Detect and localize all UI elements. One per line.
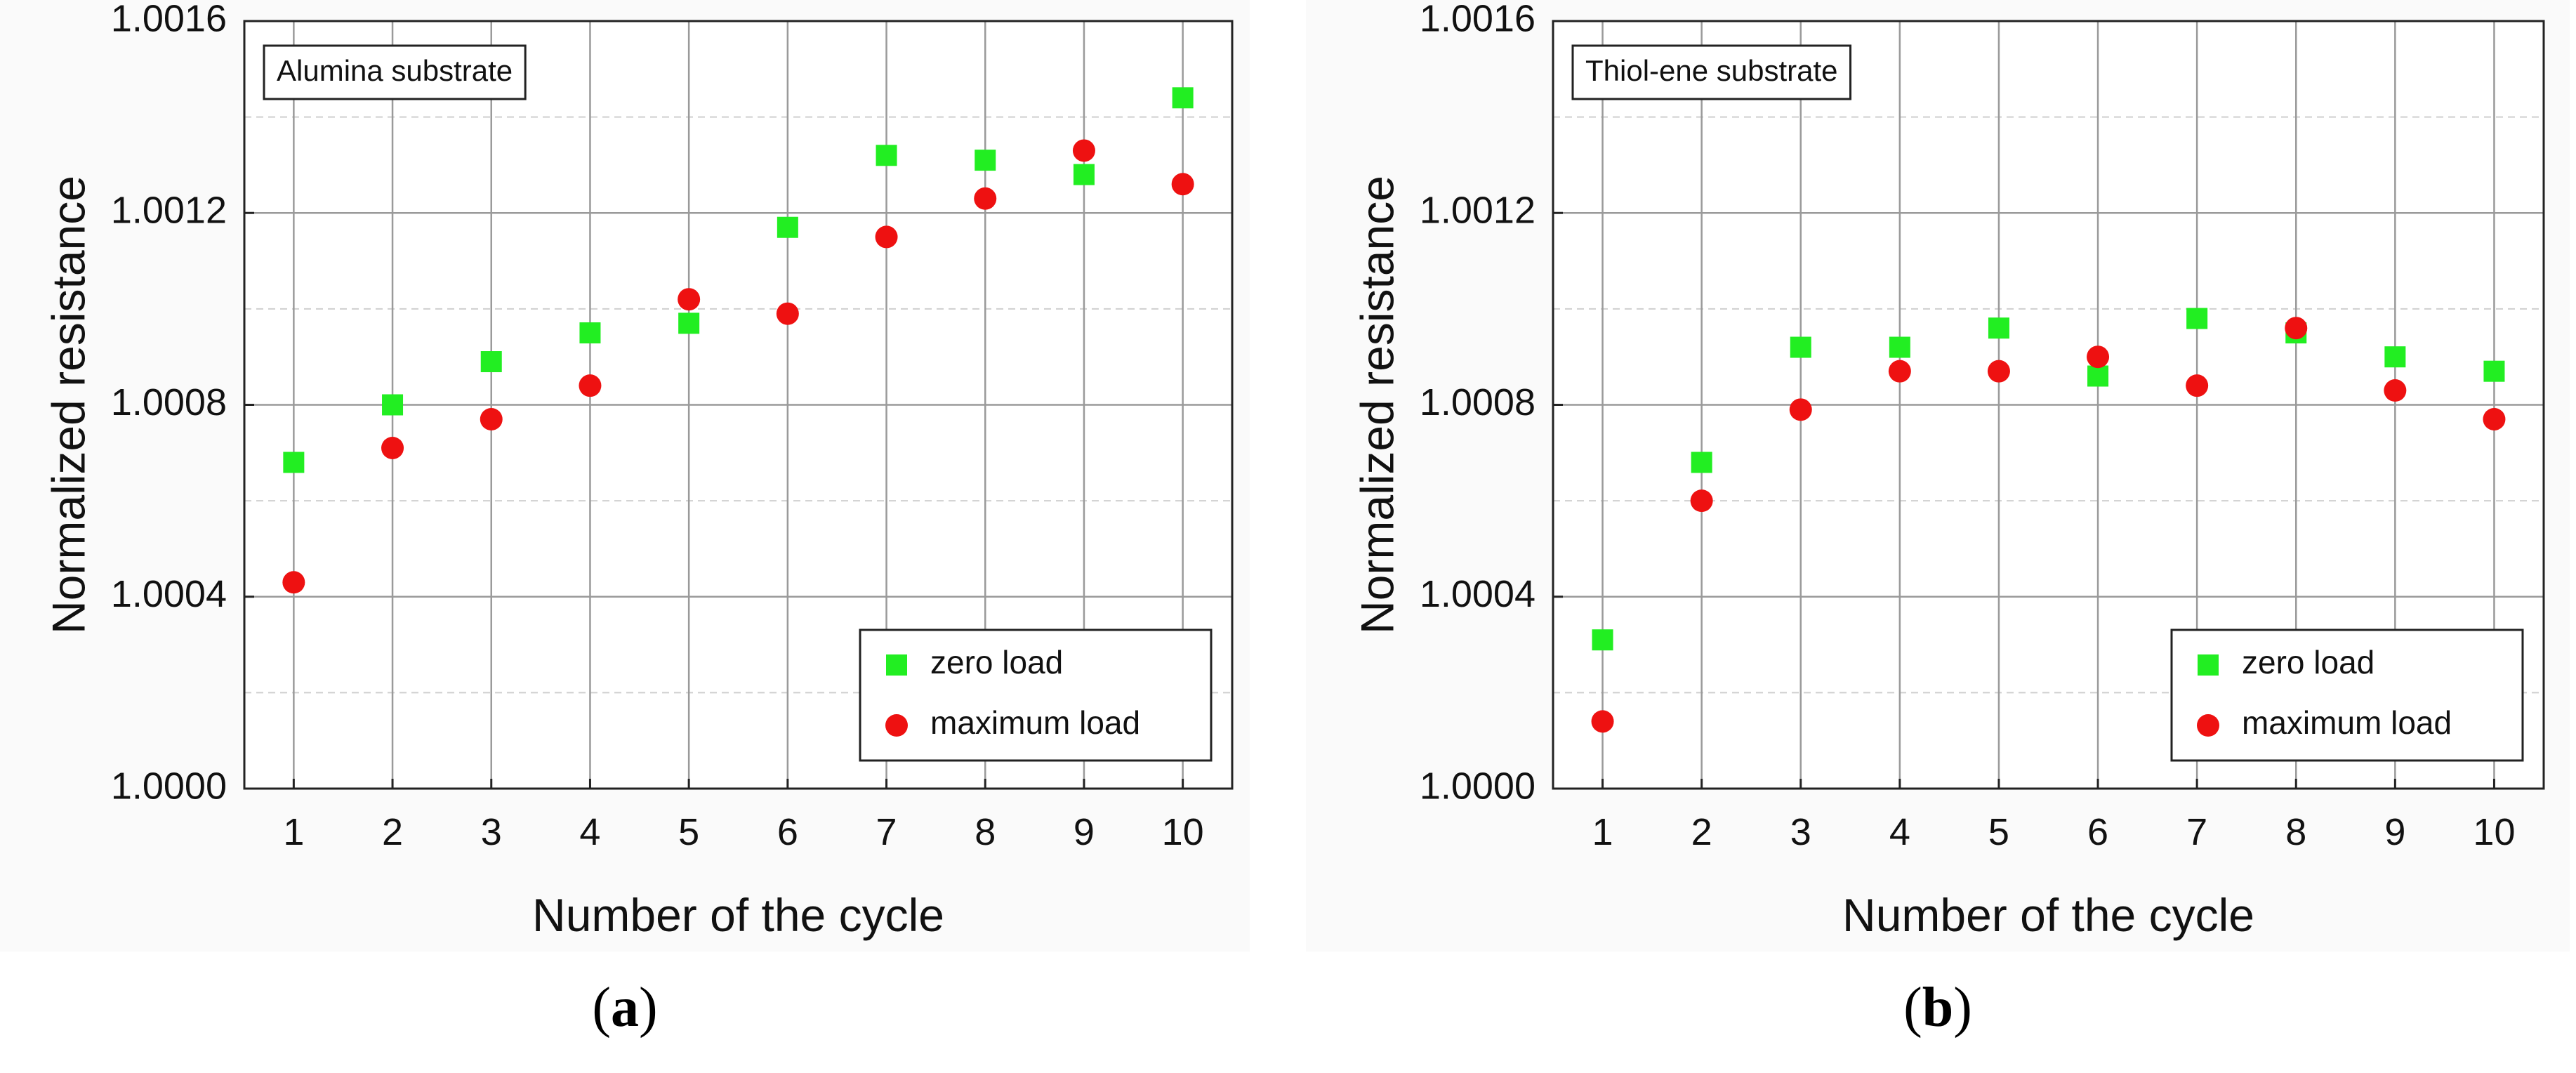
x-tick-label: 3 [1790,811,1811,853]
data-point-zero-load [975,150,996,171]
y-axis-label: Normalized resistance [1351,176,1403,634]
x-axis-label: Number of the cycle [1842,889,2254,941]
data-point-zero-load [777,216,798,238]
data-point-zero-load [2087,365,2109,387]
data-point-maximum-load [2285,317,2308,340]
legend-label: maximum load [2242,704,2452,741]
data-point-maximum-load [1888,360,1911,383]
data-point-maximum-load [776,302,799,325]
data-point-zero-load [2186,308,2208,329]
y-axis-label: Normalized resistance [42,176,94,634]
chart-title-box [263,44,527,100]
data-point-maximum-load [678,288,701,311]
x-tick-label: 7 [876,811,897,853]
data-point-maximum-load [974,187,997,210]
data-point-maximum-load [1171,173,1194,196]
data-point-maximum-load [2483,407,2506,430]
panel-label-a: (a) [592,977,658,1039]
y-tick-label: 1.0000 [1420,765,1535,807]
x-tick-label: 6 [777,811,798,853]
data-point-zero-load [2384,346,2406,368]
data-point-zero-load [480,351,502,373]
data-point-zero-load [1172,87,1194,109]
data-point-zero-load [2483,360,2505,382]
y-tick-label: 1.0004 [1420,573,1535,615]
data-point-zero-load [283,452,305,473]
data-point-zero-load [1988,317,2009,339]
legend-marker-zero-load [2198,654,2219,676]
data-point-maximum-load [480,407,503,430]
data-point-maximum-load [282,571,305,594]
data-point-zero-load [678,312,700,334]
y-tick-label: 1.0008 [1420,381,1535,423]
legend-label: maximum load [930,704,1140,741]
x-tick-label: 2 [382,811,403,853]
data-point-maximum-load [1072,139,1095,162]
x-tick-label: 4 [579,811,600,853]
data-point-maximum-load [1987,360,2010,383]
y-tick-label: 1.0000 [111,765,227,807]
legend-label: zero load [930,644,1063,680]
data-point-maximum-load [1789,398,1812,421]
x-tick-label: 1 [283,811,304,853]
x-tick-label: 10 [2473,811,2515,853]
x-tick-label: 6 [2087,811,2108,853]
x-tick-label: 5 [1988,811,2009,853]
x-tick-label: 1 [1592,811,1613,853]
x-tick-label: 8 [2285,811,2306,853]
data-point-zero-load [876,145,897,166]
x-tick-label: 10 [1162,811,1204,853]
y-tick-label: 1.0012 [111,190,227,232]
y-tick-label: 1.0004 [111,573,227,615]
data-point-maximum-load [2087,345,2110,369]
x-tick-label: 8 [975,811,996,853]
data-point-zero-load [1790,336,1811,358]
chart-panel-a: 1.0000 1.0004 1.0008 1.0012 1.0016 1 2 3 4 5 6 7 8 9 1… [0,0,1250,952]
legend-box [859,628,1213,762]
x-axis-label: Number of the cycle [532,889,944,941]
x-tick-label: 9 [1074,811,1095,853]
x-tick-label: 2 [1691,811,1712,853]
panel-label-b: (b) [1903,977,1972,1039]
legend-box [2170,628,2524,762]
y-tick-label: 1.0008 [111,381,227,423]
data-point-zero-load [382,394,404,416]
data-point-maximum-load [875,225,898,249]
legend-marker-zero-load [886,654,907,676]
data-point-maximum-load [579,374,602,397]
x-tick-label: 3 [481,811,502,853]
legend-marker-maximum-load [2197,714,2219,737]
y-tick-label: 1.0016 [1420,0,1535,39]
data-point-zero-load [1889,336,1910,358]
y-tick-label: 1.0016 [111,0,227,39]
data-point-maximum-load [2384,379,2407,402]
x-tick-label: 9 [2384,811,2405,853]
data-point-maximum-load [2186,374,2209,397]
data-point-zero-load [579,322,601,344]
chart-title-box [1571,44,1852,100]
data-point-maximum-load [1690,489,1713,513]
data-point-zero-load [1592,629,1613,651]
x-tick-label: 5 [678,811,699,853]
chart-title: Thiol-ene substrate [1585,54,1838,87]
data-point-zero-load [1691,452,1712,473]
y-tick-label: 1.0012 [1420,190,1535,232]
legend-label: zero load [2242,644,2374,680]
chart-title: Alumina substrate [277,54,513,87]
x-tick-label: 4 [1889,811,1910,853]
data-point-zero-load [1073,164,1095,185]
chart-panel-b: 1.0000 1.0004 1.0008 1.0012 1.0016 1 2 3 4 5 6 7 8 9 1… [1306,0,2570,952]
legend-marker-maximum-load [885,714,908,737]
x-tick-label: 7 [2186,811,2207,853]
data-point-maximum-load [381,436,404,459]
data-point-maximum-load [1591,710,1614,733]
